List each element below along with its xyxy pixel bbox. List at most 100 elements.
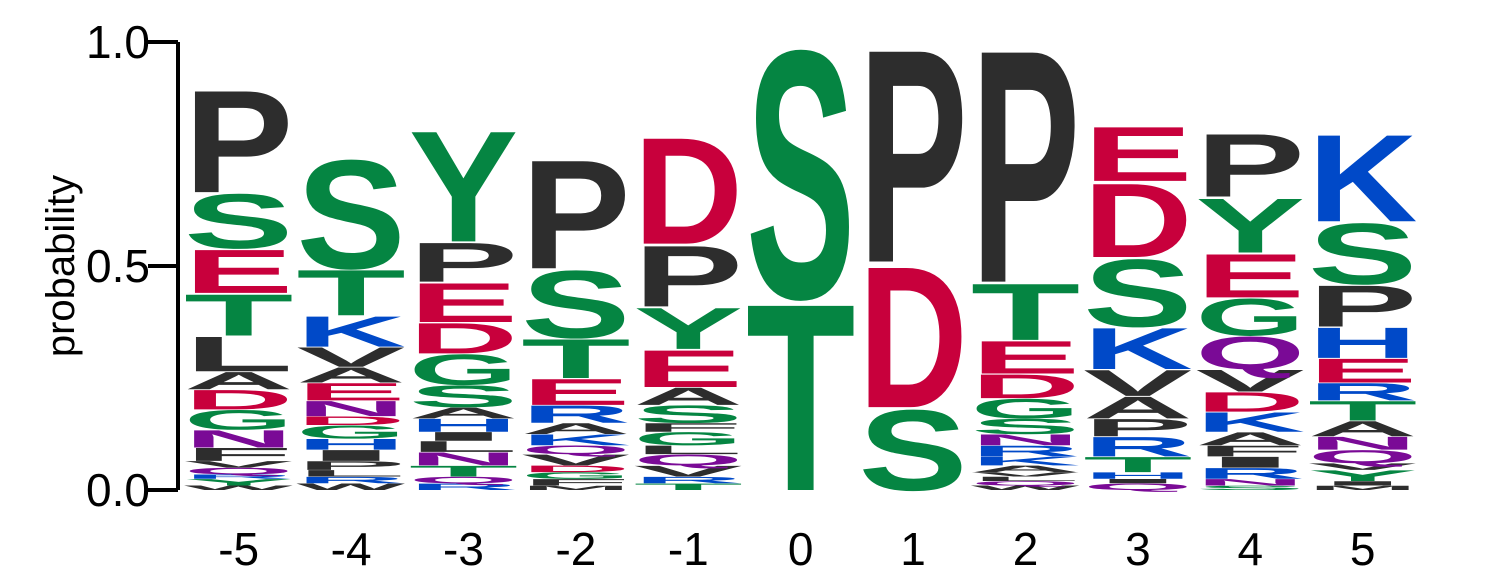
logo-letter-Q: Q	[971, 480, 1080, 487]
logo-letter-D: D	[1196, 386, 1305, 417]
logo-letter-F: F	[1196, 442, 1305, 459]
logo-letter-K: K	[1083, 316, 1192, 382]
x-tick-label: 1	[900, 523, 926, 575]
logo-letter-S: S	[1308, 205, 1417, 303]
logo-letter-R: R	[1083, 431, 1192, 462]
logo-letter-V: V	[184, 459, 293, 469]
logo-letter-P: P	[409, 231, 518, 294]
logo-letter-A: A	[971, 464, 1080, 474]
y-ticks: 0.0 0.5 1.0	[86, 16, 178, 516]
logo-letter-S: S	[971, 414, 1080, 438]
logo-letter-A: A	[296, 363, 405, 387]
logo-letter-F: F	[184, 444, 293, 465]
logo-letter-E: E	[634, 339, 743, 398]
logo-letter-P: P	[184, 59, 293, 223]
logo-letter-A: A	[409, 404, 518, 421]
logo-letter-N: N	[971, 431, 1080, 448]
logo-letter-N: N	[184, 425, 293, 453]
x-tick-label: 3	[1125, 523, 1151, 575]
logo-letter-D: D	[184, 384, 293, 415]
logo-letter-L: L	[184, 326, 293, 382]
logo-letter-I: I	[409, 430, 518, 444]
logo-letter-T: T	[296, 256, 405, 329]
logo-letter-L: L	[971, 475, 1080, 482]
logo-letter-Y: Y	[634, 296, 743, 362]
logo-letter-G: G	[296, 422, 405, 443]
logo-letter-E: E	[1196, 242, 1305, 311]
logo-letter-A: A	[1196, 428, 1305, 449]
logo-letter-M: M	[1308, 484, 1417, 491]
logo-letter-R: R	[296, 475, 405, 485]
x-tick-label: 2	[1013, 523, 1039, 575]
logo-letter-L: L	[409, 438, 518, 455]
logo-letter-G: G	[409, 346, 518, 395]
logo-letter-T: T	[1308, 395, 1417, 426]
y-tick-label: 0.0	[86, 464, 150, 516]
logo-letter-W: W	[296, 482, 406, 492]
logo-letter-S: S	[1196, 484, 1305, 491]
logo-letter-F: F	[634, 420, 743, 434]
logo-letter-N: N	[1196, 477, 1305, 487]
logo-letter-T: T	[184, 282, 293, 348]
logo-letter-G: G	[1196, 288, 1305, 347]
logo-letter-Q: Q	[521, 443, 630, 457]
x-tick-label: -2	[555, 523, 596, 575]
logo-letter-P: P	[971, 0, 1080, 353]
x-tick-label: -5	[218, 523, 259, 575]
logo-letter-E: E	[521, 371, 630, 413]
logo-letter-V: V	[521, 451, 630, 468]
logo-letter-V: V	[971, 471, 1080, 478]
logo-letter-P: P	[634, 227, 743, 325]
logo-letter-H: H	[296, 436, 405, 453]
logo-letter-D: D	[634, 106, 743, 277]
logo-letter-H: H	[1308, 318, 1417, 367]
logo-letter-N: N	[296, 396, 405, 420]
logo-letter-Y: Y	[409, 99, 518, 276]
logo-letter-V: V	[1196, 363, 1305, 398]
logo-letter-T: T	[634, 482, 743, 492]
logo-letter-P: P	[1196, 115, 1305, 216]
logo-letter-K: K	[521, 431, 630, 448]
logo-letter-S: S	[296, 127, 405, 301]
logo-letter-V: V	[296, 341, 405, 372]
logo-letter-G: G	[521, 470, 630, 480]
logo-letter-F: F	[521, 477, 630, 487]
logo-letter-W: W	[184, 484, 293, 491]
logo-letter-E: E	[1308, 352, 1417, 390]
logo-letter-N: N	[409, 448, 518, 469]
logo-letter-Q: Q	[409, 475, 518, 485]
logo-letter-I: I	[1196, 454, 1305, 471]
logo-letter-D: D	[858, 224, 967, 450]
logo-letter-S: S	[184, 178, 293, 265]
logo-letter-D: D	[521, 464, 630, 474]
logo-letter-W: W	[971, 484, 1080, 491]
logo-letter-E: E	[184, 237, 293, 306]
logo-letter-L: L	[296, 468, 405, 478]
logo-letter-Q: Q	[184, 466, 293, 476]
logo-letter-Q: Q	[1196, 327, 1305, 379]
x-tick-label: 0	[788, 523, 814, 575]
logo-letter-R: R	[971, 442, 1080, 459]
y-axis-label: probability	[39, 175, 83, 357]
x-tick-label: 4	[1238, 523, 1264, 575]
y-tick-label: 1.0	[86, 16, 150, 68]
logo-letter-Y: Y	[1196, 183, 1305, 270]
logo-letter-D: D	[296, 414, 405, 428]
logo-letter-D: D	[1083, 162, 1192, 280]
logo-letter-Q: Q	[1308, 446, 1417, 467]
logo-letter-T: T	[409, 462, 518, 479]
logo-letter-E: E	[971, 331, 1080, 383]
logo-letter-T: T	[521, 328, 630, 390]
logo-letter-M: M	[521, 484, 630, 491]
logo-letter-A: A	[634, 383, 743, 411]
logo-letter-R: R	[521, 401, 630, 429]
logo-letter-A: A	[521, 420, 630, 437]
logo-letter-G: G	[971, 393, 1080, 424]
logo-letter-P: P	[1308, 273, 1417, 339]
logo-letter-N: N	[1308, 433, 1417, 454]
logo-letter-A: A	[1083, 390, 1192, 425]
x-tick-label: 5	[1350, 523, 1376, 575]
logo-letter-T: T	[1083, 453, 1192, 477]
logo-letter-K: K	[1308, 110, 1417, 248]
logo-letter-S: S	[521, 250, 630, 358]
